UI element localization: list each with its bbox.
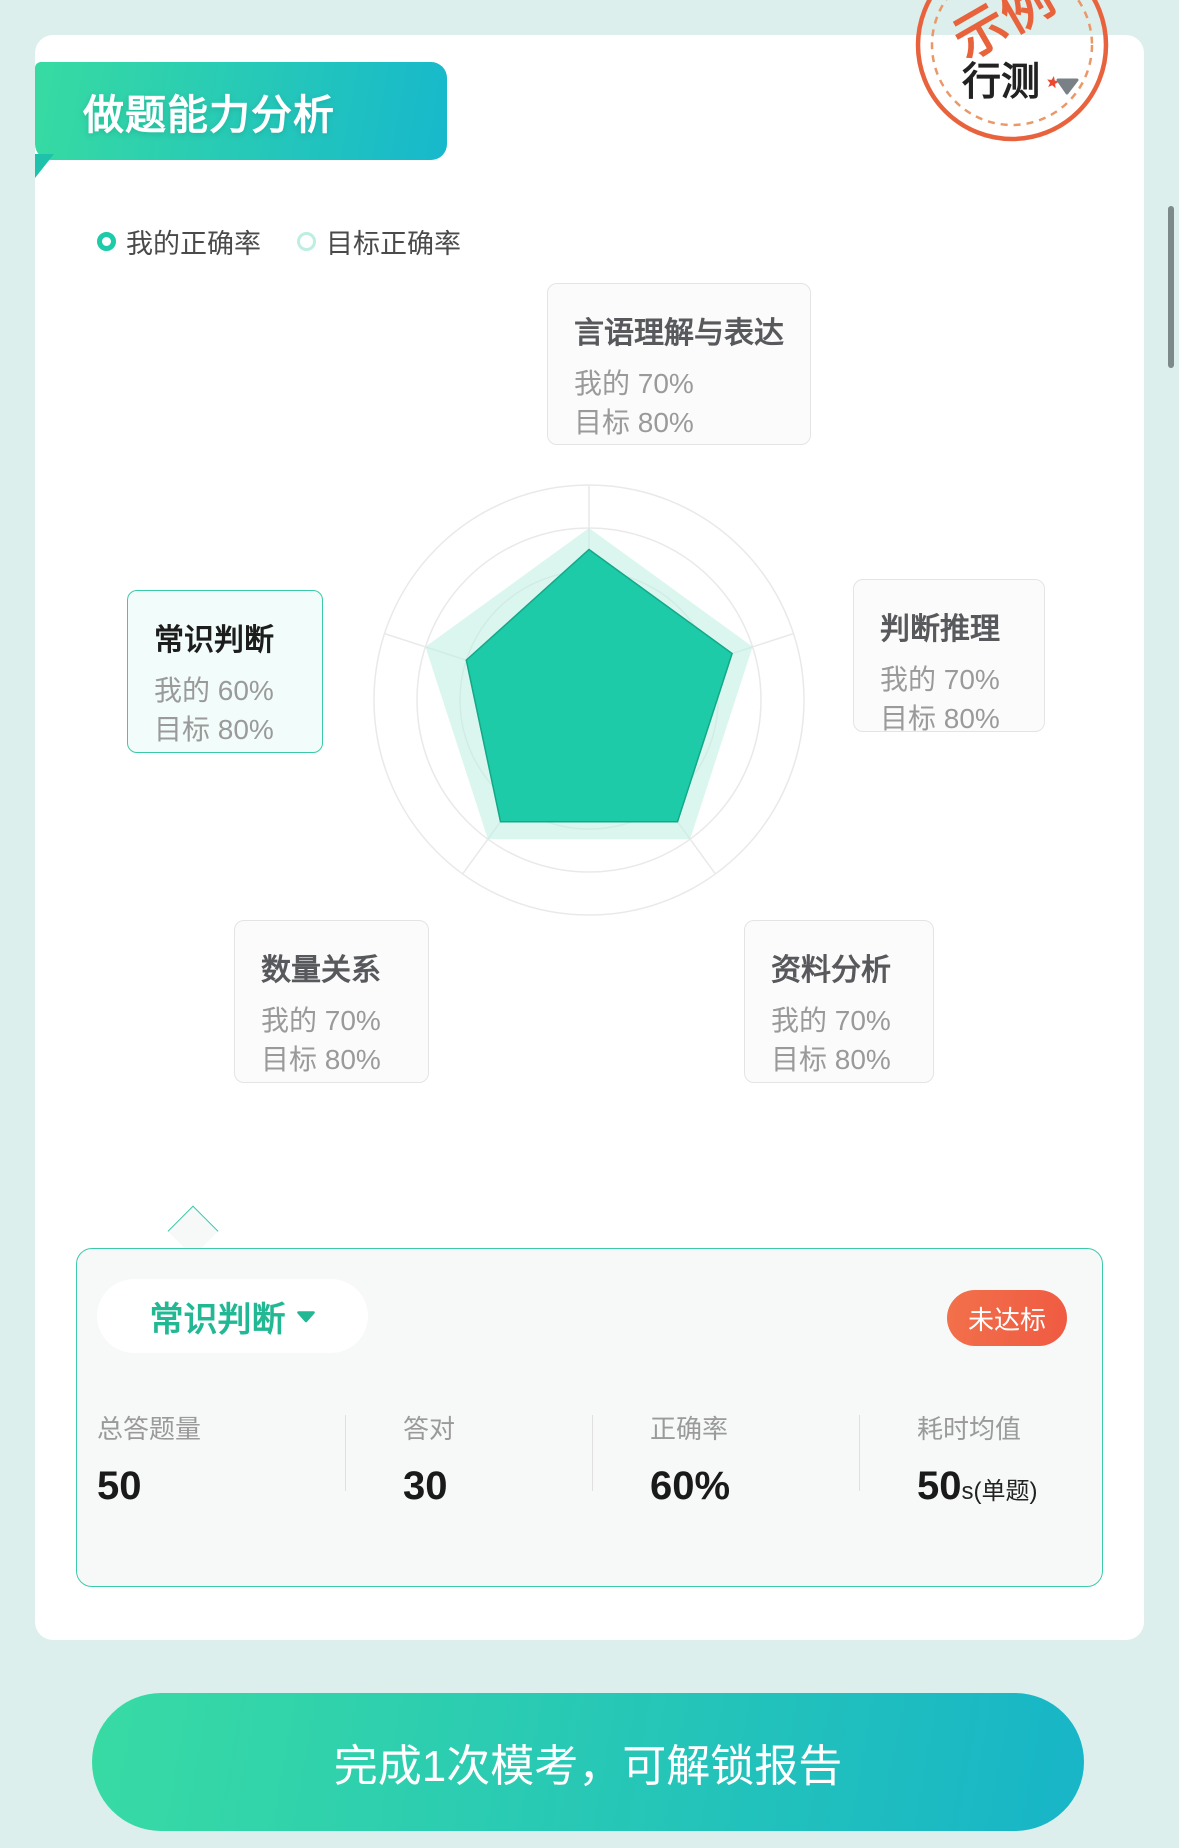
- svg-text:行测: 行测: [962, 61, 1040, 104]
